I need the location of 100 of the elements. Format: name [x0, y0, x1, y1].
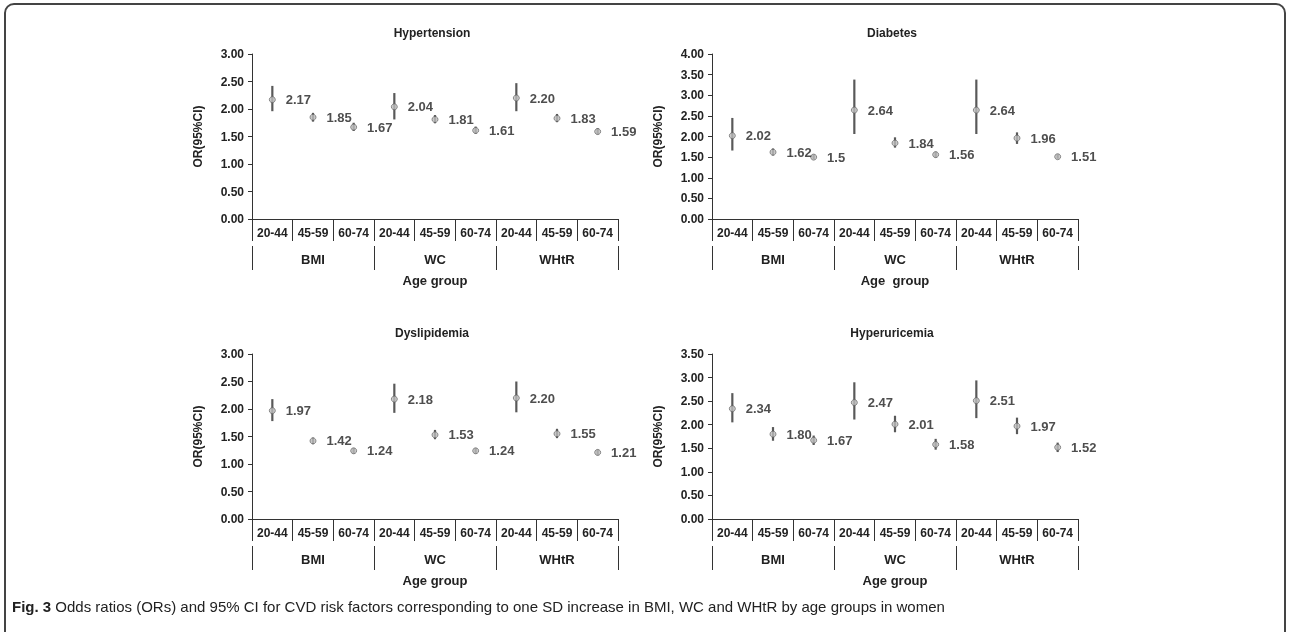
text: WHtR [999, 252, 1035, 267]
data-label: 2.64 [989, 102, 1016, 118]
y-tick-label: 1.50 [220, 129, 245, 144]
data-label: 2.20 [529, 390, 556, 406]
x-tick-label: 45-59 [1001, 526, 1033, 540]
y-tick-label: 1.00 [220, 157, 245, 171]
data-label: 2.34 [745, 401, 772, 417]
data-label: 2.47 [867, 395, 894, 411]
x-tick-label: 45-59 [879, 226, 911, 240]
x-tick-label: 60-74 [1042, 226, 1074, 240]
y-tick-label: 0.50 [220, 184, 245, 199]
y-axis-title: OR(95%CI) [651, 105, 665, 168]
point [728, 132, 736, 140]
x-tick-label: 20-44 [500, 226, 532, 240]
text: WC [884, 552, 906, 567]
text: WHtR [539, 252, 575, 267]
x-tick-label: 45-59 [541, 526, 573, 540]
point [972, 106, 980, 114]
data-label: 1.83 [570, 110, 596, 126]
x-tick-label: 45-59 [419, 526, 451, 540]
point [972, 397, 980, 405]
data-label: 1.56 [949, 147, 975, 163]
x-tick-label: 45-59 [419, 226, 451, 240]
chart-title: Hypertension [393, 26, 471, 40]
text: WHtR [539, 552, 575, 567]
x-tick-label: 45-59 [879, 526, 911, 540]
x-tick-label: 20-44 [378, 226, 410, 240]
data-label: 1.67 [827, 432, 853, 448]
y-tick-label: 0.00 [220, 212, 245, 226]
x-tick-label: 20-44 [960, 526, 992, 540]
point [512, 394, 520, 402]
data-label: 1.51 [1071, 149, 1097, 165]
chart-title: Dyslipidemia [394, 326, 470, 340]
point [390, 103, 398, 111]
x-tick-label: 20-44 [256, 226, 288, 240]
x-tick-label: 60-74 [338, 526, 370, 540]
y-tick-label: 3.00 [680, 88, 705, 103]
text: WC [424, 252, 446, 267]
data-label: 1.42 [326, 433, 352, 449]
y-tick-label: 3.00 [220, 347, 245, 361]
y-tick-label: 0.50 [220, 484, 245, 499]
y-tick-label: 1.00 [680, 170, 705, 185]
x-tick-label: 45-59 [541, 226, 573, 240]
data-label: 2.02 [745, 128, 772, 144]
y-tick-label: 3.50 [680, 67, 705, 82]
point [1013, 422, 1021, 430]
x-tick-label: 60-74 [920, 226, 952, 240]
y-axis-title: OR(95%CI) [191, 405, 205, 468]
x-tick-label: 60-74 [798, 526, 830, 540]
x-tick-label: 60-74 [460, 526, 492, 540]
y-tick-label: 0.00 [220, 512, 245, 526]
data-label: 1.84 [908, 135, 935, 151]
x-axis-title: Age group [402, 273, 468, 288]
x-tick-label: 60-74 [920, 526, 952, 540]
text: BMI [301, 552, 325, 567]
y-tick-label: 2.00 [680, 417, 705, 432]
y-tick-label: 4.00 [680, 47, 705, 61]
x-tick-label: 20-44 [256, 526, 288, 540]
data-label: 1.81 [448, 111, 474, 127]
y-tick-label: 2.50 [220, 374, 245, 389]
x-tick-label: 20-44 [378, 526, 410, 540]
y-tick-label: 2.00 [220, 402, 245, 416]
data-label: 1.5 [827, 149, 846, 165]
chart-title: Hyperuricemia [850, 326, 935, 340]
data-label: 1.67 [367, 119, 393, 135]
chart-title: Diabetes [866, 26, 918, 40]
y-tick-label: 3.00 [220, 47, 245, 61]
data-label: 1.97 [1030, 418, 1056, 434]
text: BMI [761, 252, 785, 267]
x-tick-label: 20-44 [500, 526, 532, 540]
y-tick-label: 1.00 [220, 457, 245, 471]
point [891, 420, 899, 428]
data-label: 1.55 [570, 426, 596, 442]
y-tick-label: 2.00 [680, 129, 705, 144]
data-label: 1.53 [448, 427, 474, 443]
point [390, 395, 398, 403]
x-tick-label: 60-74 [1042, 526, 1074, 540]
data-label: 1.21 [611, 444, 637, 460]
y-tick-label: 3.00 [680, 370, 705, 385]
y-tick-label: 1.00 [680, 464, 705, 479]
y-tick-label: 0.00 [680, 512, 705, 526]
x-axis-title: Age group [862, 573, 928, 588]
data-label: 2.01 [908, 416, 934, 432]
text: WC [884, 252, 906, 267]
point [268, 96, 276, 104]
data-label: 2.04 [407, 99, 434, 115]
text: WHtR [999, 552, 1035, 567]
y-tick-label: 1.50 [220, 429, 245, 444]
text: BMI [761, 552, 785, 567]
data-label: 1.59 [611, 124, 637, 140]
x-tick-label: 20-44 [838, 526, 870, 540]
x-tick-label: 45-59 [757, 226, 789, 240]
y-tick-label: 3.50 [680, 347, 705, 361]
x-tick-label: 45-59 [297, 526, 329, 540]
point [850, 106, 858, 114]
y-tick-label: 0.00 [680, 212, 705, 226]
data-label: 1.58 [949, 437, 975, 453]
data-label: 1.97 [285, 403, 312, 419]
data-label: 2.18 [407, 391, 434, 407]
x-tick-label: 45-59 [757, 526, 789, 540]
